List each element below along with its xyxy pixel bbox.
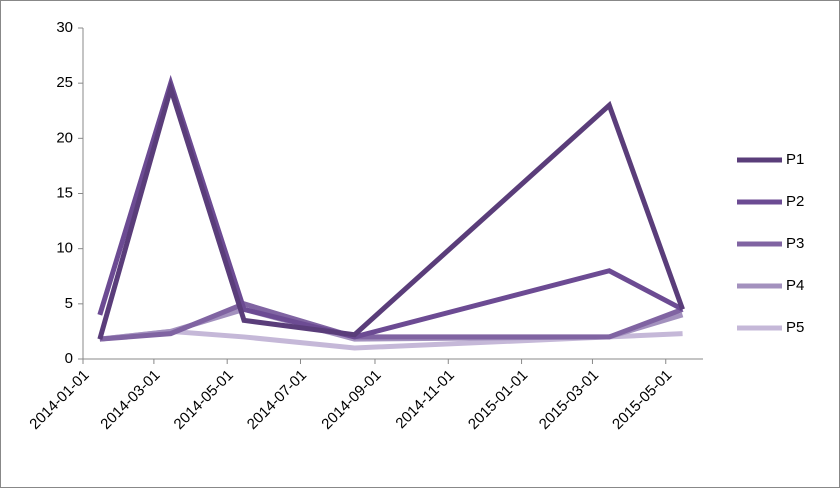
y-tick-label: 20 [56,129,73,146]
legend-label: P2 [786,193,804,210]
y-tick-label: 15 [56,184,73,201]
y-tick-label: 0 [65,350,73,367]
y-tick-label: 10 [56,240,73,257]
series-line [99,301,684,342]
legend-label: P3 [786,235,804,252]
legend-label: P1 [786,151,804,168]
legend-label: P5 [786,319,804,336]
y-tick-label: 5 [65,295,73,312]
legend-label: P4 [786,277,804,294]
y-tick-label: 30 [56,19,73,36]
y-tick-label: 25 [56,74,73,91]
series-line [97,79,685,340]
